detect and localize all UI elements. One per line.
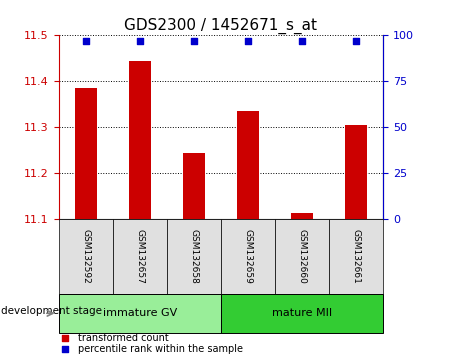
FancyBboxPatch shape xyxy=(221,294,383,333)
Text: GSM132592: GSM132592 xyxy=(81,229,90,284)
Text: development stage: development stage xyxy=(1,306,102,316)
Bar xyxy=(345,125,367,219)
Text: percentile rank within the sample: percentile rank within the sample xyxy=(78,344,243,354)
Point xyxy=(190,38,198,44)
Text: transformed count: transformed count xyxy=(78,333,169,343)
Text: immature GV: immature GV xyxy=(103,308,177,318)
Point xyxy=(299,38,306,44)
FancyBboxPatch shape xyxy=(113,219,167,294)
Text: mature MII: mature MII xyxy=(272,308,332,318)
FancyBboxPatch shape xyxy=(167,219,221,294)
Point xyxy=(353,38,360,44)
Point xyxy=(61,335,69,341)
Bar xyxy=(183,153,205,219)
Point xyxy=(82,38,89,44)
FancyBboxPatch shape xyxy=(275,219,329,294)
Text: GSM132661: GSM132661 xyxy=(352,229,361,284)
Point xyxy=(136,38,143,44)
Bar xyxy=(75,88,97,219)
Text: GSM132658: GSM132658 xyxy=(189,229,198,284)
Bar xyxy=(291,212,313,219)
Title: GDS2300 / 1452671_s_at: GDS2300 / 1452671_s_at xyxy=(124,18,318,34)
Bar xyxy=(129,61,151,219)
Text: GSM132657: GSM132657 xyxy=(135,229,144,284)
FancyBboxPatch shape xyxy=(221,219,275,294)
Point xyxy=(244,38,252,44)
Point xyxy=(61,346,69,352)
FancyBboxPatch shape xyxy=(59,219,113,294)
Text: GSM132660: GSM132660 xyxy=(298,229,307,284)
FancyBboxPatch shape xyxy=(329,219,383,294)
Text: GSM132659: GSM132659 xyxy=(244,229,253,284)
FancyBboxPatch shape xyxy=(59,294,221,333)
Bar xyxy=(237,111,259,219)
